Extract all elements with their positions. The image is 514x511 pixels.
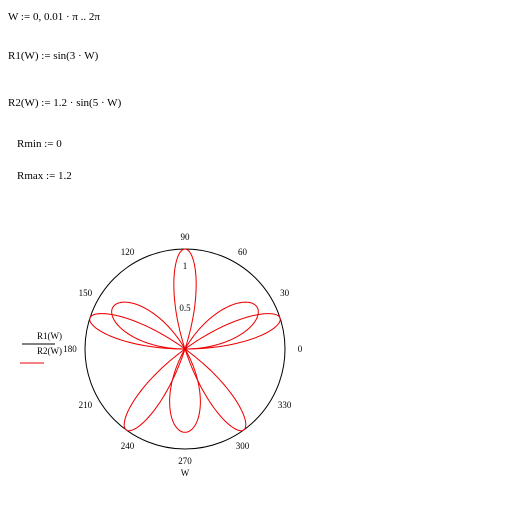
curve [89, 248, 281, 432]
angle-label: 90 [181, 232, 191, 242]
legend-entry: R2(W) [37, 346, 62, 356]
axis-label: W [181, 468, 190, 478]
radial-label: 1 [183, 261, 188, 271]
angle-label: 300 [236, 441, 250, 451]
radial-label: 0.5 [179, 303, 191, 313]
legend-entry: R1(W) [37, 331, 62, 341]
equation: R1(W) := sin(3 · W) [8, 50, 99, 62]
angle-label: 60 [238, 247, 248, 257]
angle-label: 330 [278, 400, 292, 410]
equation: Rmax := 1.2 [17, 170, 72, 182]
angle-label: 180 [63, 344, 77, 354]
curve [111, 301, 259, 433]
angle-label: 120 [121, 247, 135, 257]
equation: W := 0, 0.01 · π .. 2π [8, 11, 100, 23]
angle-label: 0 [298, 344, 303, 354]
angle-label: 270 [178, 456, 192, 466]
equation: Rmin := 0 [17, 138, 62, 150]
equation: R2(W) := 1.2 · sin(5 · W) [8, 97, 122, 109]
angle-label: 210 [79, 400, 93, 410]
angle-label: 150 [79, 288, 93, 298]
angle-label: 30 [280, 288, 290, 298]
angle-label: 240 [121, 441, 135, 451]
